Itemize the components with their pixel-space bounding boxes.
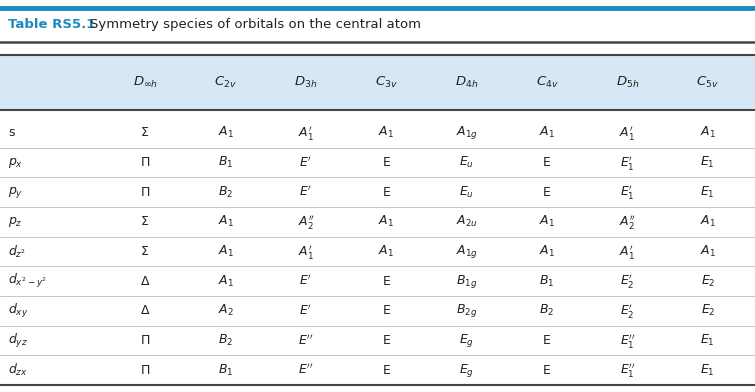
Text: $E'$: $E'$ xyxy=(300,185,313,200)
Text: Δ: Δ xyxy=(141,275,149,288)
Text: $A_2$: $A_2$ xyxy=(217,303,233,318)
Text: $A_1$: $A_1$ xyxy=(378,244,394,259)
Text: $d_{zx}$: $d_{zx}$ xyxy=(8,362,28,378)
Text: Π: Π xyxy=(140,364,150,377)
Text: $E_g$: $E_g$ xyxy=(459,362,474,379)
Text: $E_1'$: $E_1'$ xyxy=(620,183,635,201)
Text: $A_{2u}$: $A_{2u}$ xyxy=(456,214,478,229)
Text: E: E xyxy=(382,334,390,347)
Text: $\mathit{C}_{3v}$: $\mathit{C}_{3v}$ xyxy=(375,75,398,90)
Text: $\mathit{D}_{\infty h}$: $\mathit{D}_{\infty h}$ xyxy=(133,75,158,90)
Text: $\mathit{C}_{4v}$: $\mathit{C}_{4v}$ xyxy=(536,75,559,90)
Text: Π: Π xyxy=(140,334,150,347)
Bar xyxy=(0,55,755,110)
Text: Symmetry species of orbitals on the central atom: Symmetry species of orbitals on the cent… xyxy=(90,18,421,31)
Text: $E_1$: $E_1$ xyxy=(701,185,715,200)
Text: Π: Π xyxy=(140,156,150,169)
Text: $A_1$: $A_1$ xyxy=(378,214,394,229)
Text: $E_1$: $E_1$ xyxy=(701,363,715,378)
Text: E: E xyxy=(543,156,551,169)
Text: $E_2'$: $E_2'$ xyxy=(620,302,635,320)
Text: $A_{1g}$: $A_{1g}$ xyxy=(456,124,478,142)
Text: $\mathit{D}_{4h}$: $\mathit{D}_{4h}$ xyxy=(455,75,479,90)
Text: $E_u$: $E_u$ xyxy=(459,185,474,200)
Text: $E_2'$: $E_2'$ xyxy=(620,272,635,290)
Text: Δ: Δ xyxy=(141,304,149,318)
Text: $A_1'$: $A_1'$ xyxy=(619,243,636,261)
Text: $E_g$: $E_g$ xyxy=(459,332,474,349)
Text: $E''$: $E''$ xyxy=(298,363,313,377)
Text: $A_1$: $A_1$ xyxy=(700,125,716,140)
Text: $p_z$: $p_z$ xyxy=(8,215,23,229)
Text: Σ: Σ xyxy=(141,215,149,228)
Text: E: E xyxy=(543,186,551,199)
Text: $A_1'$: $A_1'$ xyxy=(298,124,314,142)
Text: $d_{yz}$: $d_{yz}$ xyxy=(8,332,28,350)
Text: $d_{z^2}$: $d_{z^2}$ xyxy=(8,243,26,260)
Text: $B_{2g}$: $B_{2g}$ xyxy=(456,302,477,319)
Text: $A_1'$: $A_1'$ xyxy=(619,124,636,142)
Text: Π: Π xyxy=(140,186,150,199)
Text: $B_2$: $B_2$ xyxy=(218,333,233,348)
Text: $A_1$: $A_1$ xyxy=(378,125,394,140)
Text: $B_1$: $B_1$ xyxy=(539,274,555,289)
Text: $A_1$: $A_1$ xyxy=(700,244,716,259)
Text: Σ: Σ xyxy=(141,245,149,258)
Text: E: E xyxy=(382,364,390,377)
Text: $\mathit{D}_{5h}$: $\mathit{D}_{5h}$ xyxy=(616,75,639,90)
Text: $d_{xy}$: $d_{xy}$ xyxy=(8,302,29,320)
Text: $A_1$: $A_1$ xyxy=(700,214,716,229)
Text: $B_1$: $B_1$ xyxy=(218,363,233,378)
Text: $E_1''$: $E_1''$ xyxy=(620,361,635,379)
Text: E: E xyxy=(543,334,551,347)
Text: $A_2''$: $A_2''$ xyxy=(297,213,314,231)
Text: $A_1$: $A_1$ xyxy=(539,244,555,259)
Text: $B_2$: $B_2$ xyxy=(218,185,233,200)
Text: $A_1'$: $A_1'$ xyxy=(298,243,314,261)
Text: E: E xyxy=(382,275,390,288)
Text: $A_1$: $A_1$ xyxy=(539,214,555,229)
Text: Table RS5.1: Table RS5.1 xyxy=(8,18,95,31)
Text: $\mathit{C}_{5v}$: $\mathit{C}_{5v}$ xyxy=(696,75,720,90)
Text: $\mathit{C}_{2v}$: $\mathit{C}_{2v}$ xyxy=(214,75,237,90)
Text: $E_1$: $E_1$ xyxy=(701,333,715,348)
Text: $A_1$: $A_1$ xyxy=(217,274,233,289)
Text: E: E xyxy=(543,364,551,377)
Text: $E_1$: $E_1$ xyxy=(701,155,715,170)
Text: $E_2$: $E_2$ xyxy=(701,303,715,318)
Text: $B_{1g}$: $B_{1g}$ xyxy=(456,273,477,290)
Text: $d_{x^2-y^2}$: $d_{x^2-y^2}$ xyxy=(8,272,48,290)
Text: E: E xyxy=(382,156,390,169)
Text: $E'$: $E'$ xyxy=(300,303,313,318)
Text: $A_2''$: $A_2''$ xyxy=(619,213,636,231)
Text: $B_2$: $B_2$ xyxy=(540,303,555,318)
Text: s: s xyxy=(8,126,14,139)
Text: $A_1$: $A_1$ xyxy=(217,244,233,259)
Text: $B_1$: $B_1$ xyxy=(218,155,233,170)
Text: $A_1$: $A_1$ xyxy=(217,214,233,229)
Text: $A_1$: $A_1$ xyxy=(217,125,233,140)
Text: $E_1'$: $E_1'$ xyxy=(620,154,635,172)
Text: $\mathit{D}_{3h}$: $\mathit{D}_{3h}$ xyxy=(294,75,318,90)
Text: E: E xyxy=(382,186,390,199)
Text: $p_x$: $p_x$ xyxy=(8,156,23,169)
Text: E: E xyxy=(382,304,390,318)
Text: $E'$: $E'$ xyxy=(300,274,313,289)
Text: $A_{1g}$: $A_{1g}$ xyxy=(456,243,478,260)
Text: $p_y$: $p_y$ xyxy=(8,185,23,200)
Text: Σ: Σ xyxy=(141,126,149,139)
Text: $E_u$: $E_u$ xyxy=(459,155,474,170)
Text: $E_1''$: $E_1''$ xyxy=(620,332,635,350)
Text: $E_2$: $E_2$ xyxy=(701,274,715,289)
Text: $A_1$: $A_1$ xyxy=(539,125,555,140)
Text: $E''$: $E''$ xyxy=(298,333,313,348)
Text: $E'$: $E'$ xyxy=(300,155,313,170)
